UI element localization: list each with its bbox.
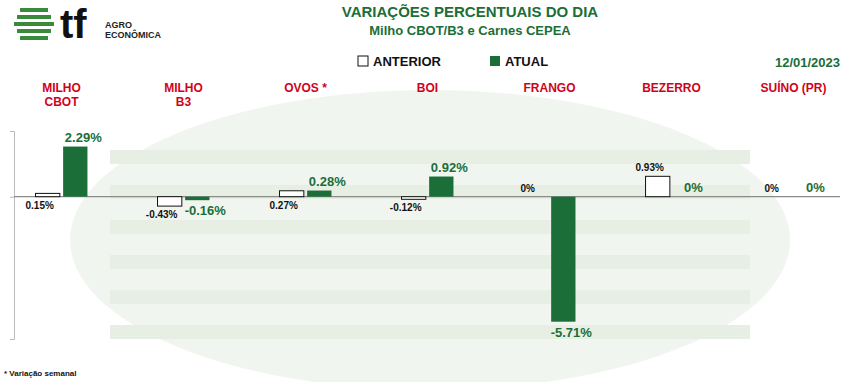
y-tick: [10, 197, 14, 198]
y-tick-mark: [10, 197, 14, 198]
logo-stripe: [17, 29, 51, 33]
data-label: 0.93%: [636, 162, 664, 173]
data-label: 0.92%: [431, 160, 468, 175]
y-axis: [10, 132, 15, 340]
data-label: -0.43%: [146, 209, 178, 220]
category-label: FRANGO: [524, 81, 576, 95]
bar: [158, 197, 182, 206]
bar: [185, 197, 209, 201]
logo-caption: AGRO: [105, 20, 132, 30]
legend-label: ATUAL: [505, 54, 548, 69]
logo-stripe: [20, 36, 48, 40]
category-label: BOI: [417, 81, 438, 95]
bar: [646, 176, 670, 196]
bar: [307, 191, 331, 197]
x-tick: FRANGO: [524, 81, 576, 95]
x-tick: MILHOCBOT: [42, 81, 81, 109]
data-label: 0.15%: [25, 200, 53, 211]
logo: tf AGROECONÔMICA: [14, 2, 162, 46]
data-label: 0%: [520, 183, 535, 194]
category-label-line: OVOS *: [284, 81, 327, 95]
category-label: BEZERRO: [642, 81, 701, 95]
category-label-line: MILHO: [164, 81, 203, 95]
legend-swatch: [358, 56, 368, 66]
data-label: 0%: [684, 180, 703, 195]
title: VARIAÇÕES PERCENTUAIS DO DIA: [342, 3, 599, 20]
data-label: 0.27%: [270, 200, 298, 211]
logo-text: tf: [60, 2, 87, 46]
x-axis: MILHOCBOTMILHOB3OVOS *BOIFRANGOBEZERROSU…: [21, 80, 836, 109]
data-label: 0.28%: [309, 174, 346, 189]
legend-swatch: [490, 56, 500, 66]
legend: ANTERIOR ATUAL: [358, 54, 548, 69]
bar: [63, 147, 87, 197]
data-label: -5.71%: [551, 325, 593, 340]
category-label: MILHOB3: [164, 81, 203, 109]
bar: [429, 177, 453, 197]
background-ellipse: [70, 90, 790, 382]
x-tick: OVOS *: [284, 81, 327, 95]
category-label-line: FRANGO: [524, 81, 576, 95]
data-label: 0%: [806, 180, 825, 195]
x-tick: MILHOB3: [164, 81, 203, 109]
logo-stripe: [17, 15, 51, 19]
category-label-line: MILHO: [42, 81, 81, 95]
data-label: -0.12%: [390, 202, 422, 213]
background-stripe: [110, 255, 750, 269]
bar: [280, 191, 304, 197]
category-label: OVOS *: [284, 81, 327, 95]
chart: tf AGROECONÔMICA VARIAÇÕES PERCENTUAIS DO …: [0, 0, 851, 382]
data-label: -0.16%: [185, 203, 227, 218]
x-tick: BEZERRO: [642, 81, 701, 95]
logo-caption: ECONÔMICA: [105, 29, 162, 40]
data-labels: 0.15% -0.43% 0.27% -0.12% 0% 0.93% 0% 2.29% -0.1…: [25, 130, 825, 340]
category-label-line: CBOT: [44, 95, 79, 109]
background-stripe: [110, 325, 750, 339]
category-label-line: BEZERRO: [642, 81, 701, 95]
legend-label: ANTERIOR: [373, 54, 442, 69]
bar: [551, 197, 575, 322]
data-label: 2.29%: [65, 130, 102, 145]
y-axis-line: [10, 132, 15, 340]
background-stripe: [110, 220, 750, 234]
x-tick: BOI: [417, 81, 438, 95]
category-label-line: B3: [176, 95, 192, 109]
legend-item: ANTERIOR: [358, 54, 442, 69]
bar: [795, 196, 819, 197]
logo-stripe: [14, 22, 54, 26]
category-label: MILHOCBOT: [42, 81, 81, 109]
grid-line: [14, 196, 840, 197]
bar: [524, 196, 548, 197]
background-stripes: [110, 150, 750, 339]
x-tick: SUÍNO (PR): [761, 80, 827, 95]
bar: [768, 196, 792, 197]
bar: [673, 196, 697, 197]
background-stripe: [110, 290, 750, 304]
subtitle: Milho CBOT/B3 e Carnes CEPEA: [369, 23, 571, 38]
category-label: SUÍNO (PR): [761, 80, 827, 95]
bars: [36, 147, 670, 322]
grid: [14, 196, 840, 197]
category-label-line: SUÍNO (PR): [761, 80, 827, 95]
legend-item: ATUAL: [490, 54, 548, 69]
footnote: * Variação semanal: [4, 369, 77, 378]
logo-stripe: [20, 8, 48, 12]
data-label: 0%: [764, 183, 779, 194]
date: 12/01/2023: [775, 55, 840, 70]
category-label-line: BOI: [417, 81, 438, 95]
bar: [36, 193, 60, 196]
bar: [402, 197, 426, 200]
